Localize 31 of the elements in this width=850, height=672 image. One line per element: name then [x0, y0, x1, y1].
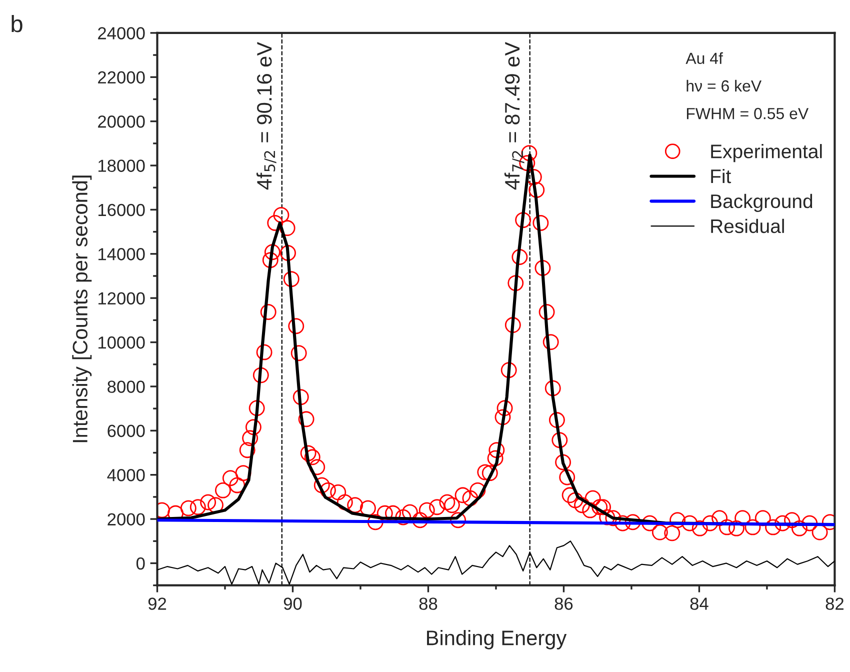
- y-tick-label: 0: [136, 557, 145, 570]
- x-tick-label: 86: [554, 598, 573, 610]
- legend-label: Fit: [711, 168, 732, 184]
- y-tick-label: 18000: [98, 160, 145, 172]
- y-tick-label: 2000: [108, 513, 145, 526]
- annotation: Au 4f: [686, 52, 723, 64]
- y-tick-label: 8000: [108, 380, 145, 393]
- x-tick-label: 84: [690, 598, 708, 610]
- y-tick-label: 24000: [98, 27, 145, 40]
- x-tick-label: 90: [284, 598, 302, 610]
- y-tick-label: 6000: [108, 424, 145, 438]
- y-tick-label: 12000: [98, 292, 145, 305]
- legend-label: Residual: [711, 218, 784, 234]
- y-tick-label: 14000: [98, 248, 145, 260]
- y-tick-label: 22000: [98, 71, 145, 84]
- y-tick-label: 16000: [98, 204, 145, 216]
- x-tick-label: 88: [419, 598, 438, 610]
- annotation: hν = 6 keV: [686, 80, 762, 92]
- y-tick-label: 4000: [107, 469, 145, 482]
- text: b: [12, 14, 22, 32]
- y-tick-label: 10000: [98, 336, 145, 349]
- x-axis-title: Binding Energy: [427, 630, 567, 650]
- legend-label: Background: [711, 194, 812, 212]
- annotation: 4f$_{7/2}$ = 87.49 eV: [504, 42, 524, 190]
- y-axis-title: Intensity [Counts per second]: [72, 176, 92, 442]
- x-tick-label: 92: [148, 598, 166, 610]
- annotation: FWHM = 0.55 eV: [686, 108, 809, 120]
- y-tick-label: 20000: [98, 115, 145, 128]
- annotation: 4f$_{5/2}$ = 90.16 eV: [256, 42, 276, 190]
- x-tick-label: 82: [826, 598, 844, 610]
- legend-label: Experimental: [711, 144, 822, 162]
